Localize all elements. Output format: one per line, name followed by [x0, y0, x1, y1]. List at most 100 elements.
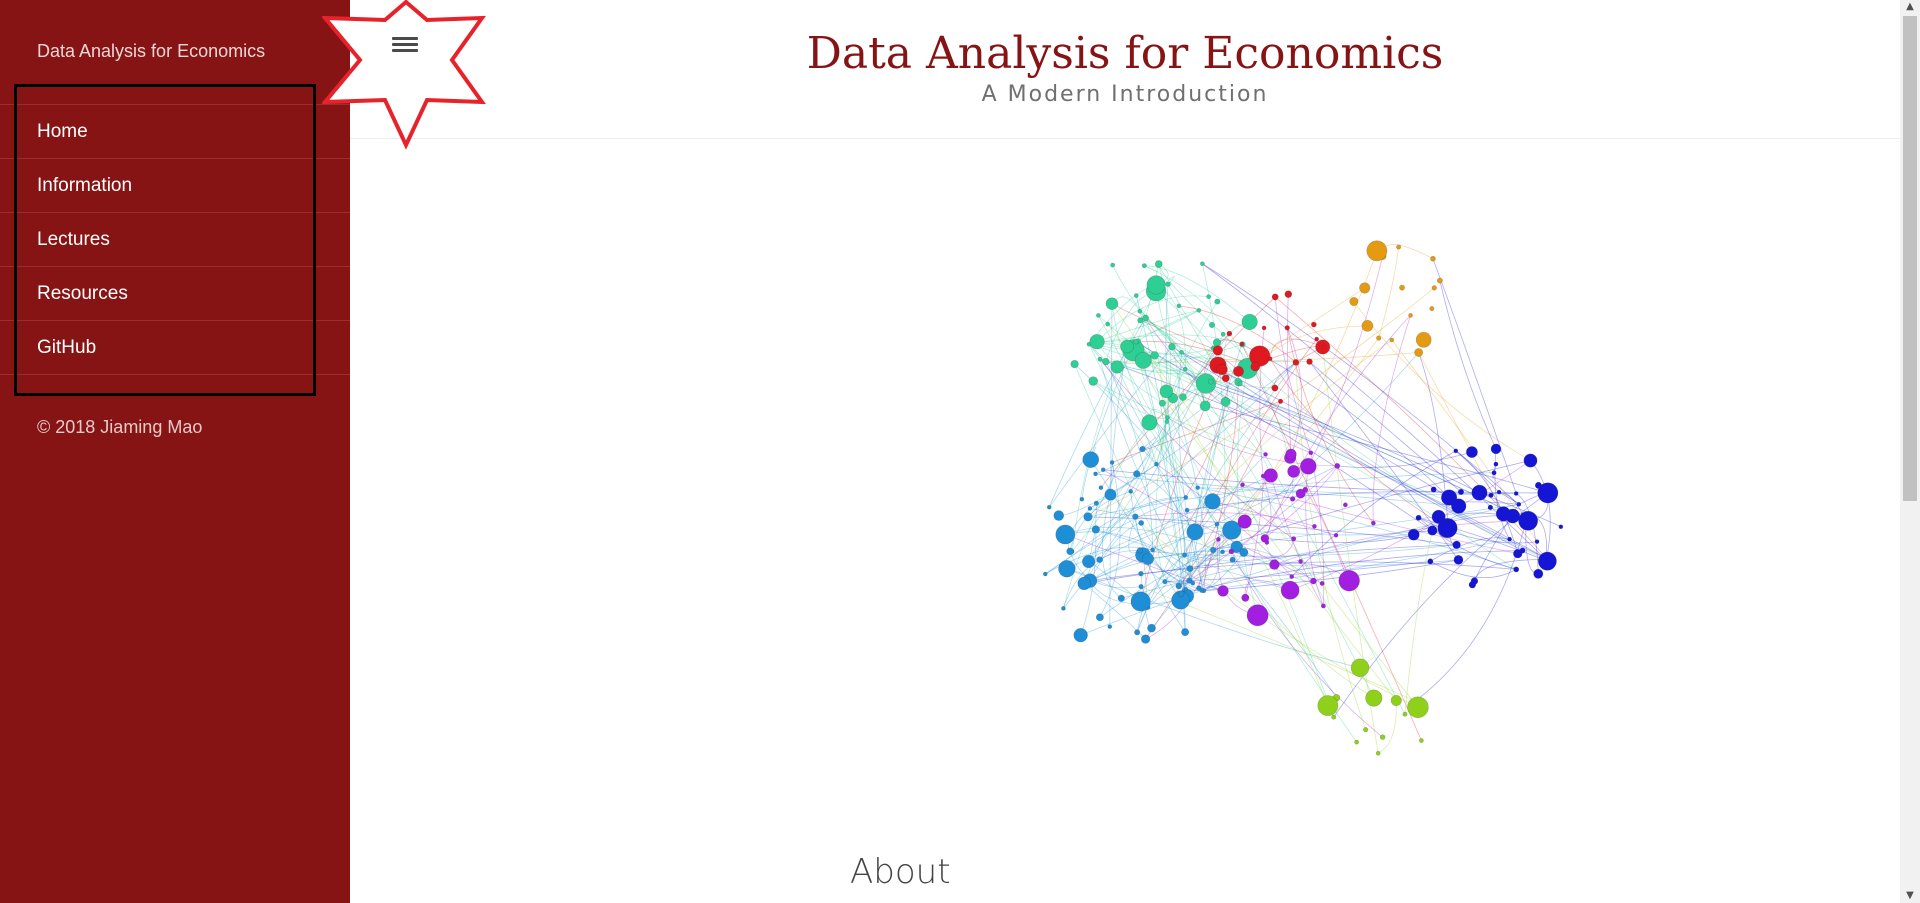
scroll-up-icon[interactable]: ▲ [1906, 1, 1914, 12]
network-node [1179, 350, 1184, 355]
network-node [1195, 373, 1217, 394]
network-node [1058, 560, 1076, 578]
sidebar-item-resources[interactable]: Resources [0, 267, 350, 321]
network-edge [1178, 305, 1297, 363]
network-edge [1105, 361, 1153, 550]
network-node [1217, 585, 1229, 597]
network-edge [1418, 517, 1548, 562]
network-edge [1138, 309, 1199, 342]
network-edge [1099, 358, 1294, 540]
network-edge [1291, 450, 1456, 577]
scroll-down-icon[interactable]: ▼ [1906, 890, 1914, 901]
network-node [1168, 343, 1176, 351]
network-node [1520, 512, 1526, 517]
network-edge [1188, 401, 1226, 581]
network-edge [1110, 346, 1128, 495]
network-edge [1145, 401, 1281, 640]
network-node [1287, 464, 1301, 478]
network-node [1292, 359, 1300, 366]
network-edge [1307, 256, 1384, 467]
network-edge [1136, 568, 1191, 633]
network-node [1320, 603, 1326, 609]
network-edge [1107, 323, 1397, 701]
network-node [1533, 568, 1544, 579]
network-edge [1269, 358, 1448, 529]
network-node [1136, 547, 1144, 554]
network-edge [1213, 547, 1314, 582]
network-node [1184, 507, 1190, 513]
network-node [1415, 331, 1432, 348]
page-scrollbar[interactable]: ▲ ▼ [1900, 0, 1920, 903]
network-node [1210, 546, 1217, 554]
network-node [1061, 606, 1066, 611]
network-node [1263, 452, 1268, 457]
network-node [1146, 275, 1166, 295]
network-node [1133, 293, 1139, 298]
network-edge [1274, 296, 1547, 559]
sidebar: Data Analysis for Economics Home Informa… [0, 0, 350, 903]
network-edge [1404, 530, 1433, 715]
network-node [1133, 339, 1139, 345]
network-edge [1287, 294, 1292, 455]
network-edge [1126, 346, 1459, 507]
network-node [1379, 734, 1386, 740]
network-node [1077, 576, 1091, 591]
network-edge [1309, 361, 1462, 493]
network-node [1333, 532, 1339, 538]
network-node [1436, 277, 1443, 284]
network-edge [1096, 309, 1199, 343]
sidebar-item-github[interactable]: GitHub [0, 321, 350, 375]
network-edge [1048, 317, 1146, 508]
sidebar-nav: Home Information Lectures Resources GitH… [0, 104, 350, 375]
network-edge [1111, 303, 1219, 351]
network-edge [1089, 529, 1232, 581]
network-edge [1099, 551, 1223, 618]
network-edge [1095, 473, 1517, 496]
network-node [1179, 393, 1187, 401]
network-node [1237, 381, 1243, 387]
network-node [1376, 335, 1382, 341]
network-node [1165, 281, 1171, 287]
network-node [1220, 331, 1226, 337]
network-node [1105, 321, 1111, 327]
network-edge [1171, 346, 1523, 551]
network-node [1366, 240, 1388, 262]
network-node [1104, 488, 1117, 501]
network-edge [1140, 369, 1223, 602]
network-edge [1089, 561, 1517, 582]
network-edge [1164, 560, 1431, 583]
network-node [1141, 263, 1147, 269]
network-edge [1455, 450, 1500, 493]
network-node [1437, 518, 1458, 539]
network-edge [1088, 334, 1243, 345]
sidebar-item-lectures[interactable]: Lectures [0, 213, 350, 267]
network-edge [1144, 265, 1158, 273]
network-edge [1305, 466, 1324, 607]
network-edge [1145, 317, 1312, 454]
network-edge [1144, 265, 1250, 323]
network-edge [1089, 522, 1142, 581]
network-node [1107, 624, 1113, 629]
network-node [1471, 484, 1488, 501]
scroll-thumb[interactable] [1903, 16, 1917, 501]
network-node [1158, 399, 1166, 407]
hamburger-menu-icon[interactable] [392, 34, 420, 58]
network-edge [1139, 544, 1457, 557]
network-node [1162, 579, 1168, 585]
network-node [1445, 520, 1451, 526]
network-edge [1455, 450, 1519, 554]
sidebar-item-information[interactable]: Information [0, 159, 350, 213]
network-edge [1178, 352, 1205, 591]
network-node [1096, 556, 1103, 563]
network-node [1354, 739, 1360, 745]
network-edge [1084, 550, 1244, 584]
network-node [1264, 540, 1270, 545]
sidebar-item-home[interactable]: Home [0, 105, 350, 159]
network-node [1083, 512, 1093, 522]
network-edge [1259, 327, 1265, 477]
sidebar-brand[interactable]: Data Analysis for Economics [37, 41, 266, 61]
network-node [1204, 493, 1221, 510]
network-node [1453, 448, 1459, 454]
network-edge [1140, 522, 1224, 592]
network-edge [1137, 317, 1146, 330]
